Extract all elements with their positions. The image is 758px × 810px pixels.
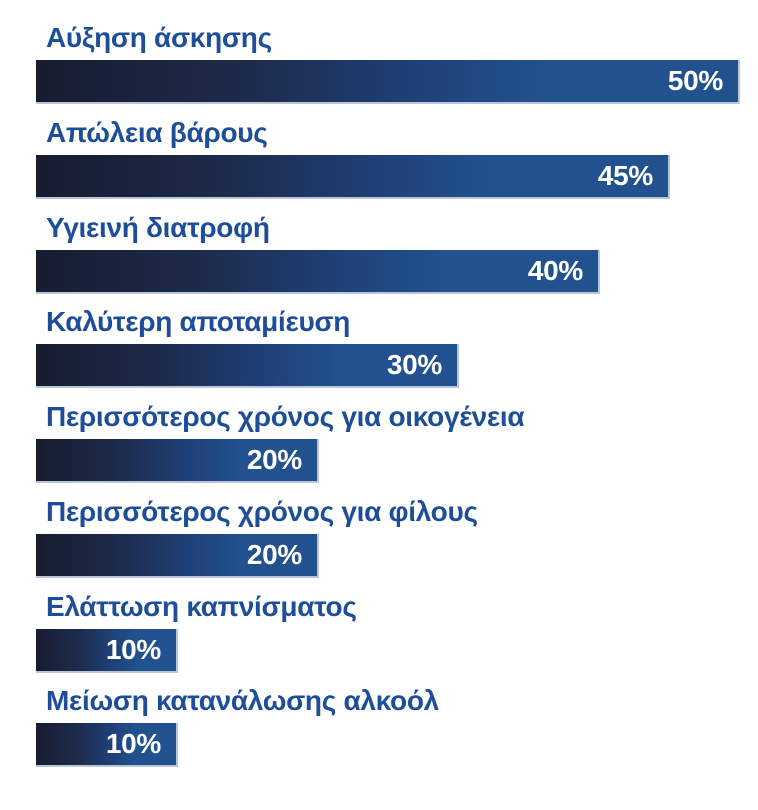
bar-value-label: 10% <box>105 634 161 665</box>
bar-category-label: Απώλεια βάρους <box>46 117 268 148</box>
chart-row: Περισσότερος χρόνος για οικογένεια 20% <box>36 401 525 483</box>
bar: 10% <box>36 723 178 767</box>
bar: 45% <box>36 155 670 199</box>
bar: 40% <box>36 250 600 294</box>
chart-row: Απώλεια βάρους 45% <box>36 117 670 199</box>
bar-value-label: 10% <box>105 728 161 759</box>
bar-value-label: 20% <box>246 539 302 570</box>
bar-value-label: 20% <box>246 444 302 475</box>
bar: 50% <box>36 60 740 104</box>
bar-category-label: Ελάττωση καπνίσματος <box>46 591 357 622</box>
chart-row: Ελάττωση καπνίσματος 10% <box>36 591 357 673</box>
chart-row: Υγιεινή διατροφή 40% <box>36 212 600 294</box>
bar-category-label: Περισσότερος χρόνος για οικογένεια <box>46 401 525 432</box>
bar-value-label: 30% <box>386 349 442 380</box>
bar: 10% <box>36 629 178 673</box>
chart-row: Αύξηση άσκησης 50% <box>36 22 740 104</box>
bar-category-label: Καλύτερη αποταμίευση <box>46 306 351 337</box>
bar-value-label: 45% <box>597 160 653 191</box>
chart-row: Μείωση κατανάλωσης αλκοόλ 10% <box>36 685 439 767</box>
bar: 30% <box>36 344 459 388</box>
bar: 20% <box>36 439 319 483</box>
bar-value-label: 50% <box>667 65 723 96</box>
chart-row: Περισσότερος χρόνος για φίλους 20% <box>36 496 478 578</box>
bar: 20% <box>36 534 319 578</box>
bar-value-label: 40% <box>527 255 583 286</box>
bar-category-label: Υγιεινή διατροφή <box>46 212 270 243</box>
chart-row: Καλύτερη αποταμίευση 30% <box>36 306 459 388</box>
bar-category-label: Αύξηση άσκησης <box>46 22 272 53</box>
bar-category-label: Περισσότερος χρόνος για φίλους <box>46 496 478 527</box>
bar-category-label: Μείωση κατανάλωσης αλκοόλ <box>46 685 439 716</box>
